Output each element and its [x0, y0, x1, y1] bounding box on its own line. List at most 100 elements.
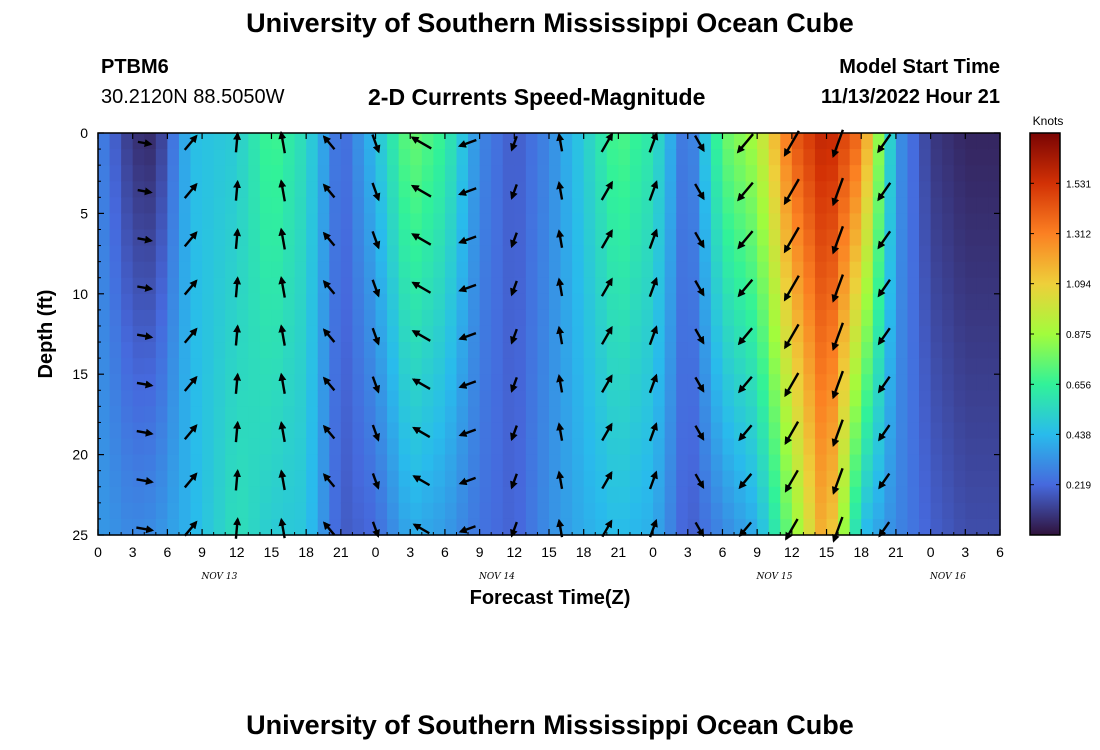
- current-vector: [694, 473, 705, 490]
- heatmap-cell: [479, 133, 492, 150]
- heatmap-cell: [144, 470, 157, 488]
- heatmap-cell: [618, 229, 631, 247]
- heatmap-cell: [202, 390, 215, 407]
- heatmap-cell: [768, 277, 781, 295]
- heatmap-cell: [664, 309, 677, 327]
- heatmap-cell: [664, 422, 677, 440]
- main-title: University of Southern Mississippi Ocean…: [246, 8, 854, 38]
- heatmap-cell: [965, 213, 978, 231]
- heatmap-cell: [907, 358, 920, 375]
- heatmap-cell: [791, 197, 805, 214]
- heatmap-cell: [664, 502, 677, 520]
- heatmap-cell: [375, 390, 388, 407]
- heatmap-cell: [248, 213, 261, 231]
- heatmap-cell: [872, 486, 885, 504]
- heatmap-cell: [537, 229, 550, 247]
- heatmap-cell: [791, 213, 805, 231]
- heatmap-cell: [225, 261, 238, 279]
- x-tick-label: 12: [229, 544, 245, 560]
- heatmap-cell: [525, 358, 539, 375]
- heatmap-cell: [826, 245, 839, 263]
- heatmap-cell: [710, 245, 724, 263]
- heatmap-cell: [387, 213, 400, 231]
- heatmap-cell: [213, 358, 226, 375]
- heatmap-cell: [259, 309, 273, 327]
- heatmap-cell: [178, 293, 192, 311]
- heatmap-cell: [155, 309, 168, 327]
- heatmap-cell: [826, 374, 839, 391]
- current-vector: [737, 230, 754, 250]
- heatmap-cell: [155, 406, 168, 424]
- heatmap-cell: [976, 470, 990, 488]
- heatmap-cell: [895, 133, 909, 150]
- heatmap-cell: [826, 422, 839, 440]
- current-vector: [183, 182, 198, 199]
- heatmap-cell: [861, 229, 874, 247]
- heatmap-cell: [167, 197, 180, 214]
- heatmap-cell: [560, 197, 573, 214]
- heatmap-cell: [259, 470, 273, 488]
- heatmap-cell: [363, 293, 377, 311]
- heatmap-cell: [768, 245, 781, 263]
- heatmap-cell: [514, 261, 527, 279]
- heatmap-cell: [259, 197, 273, 214]
- heatmap-cell: [202, 325, 215, 343]
- heatmap-cell: [387, 149, 400, 166]
- heatmap-cell: [745, 390, 758, 407]
- heatmap-cell: [190, 309, 203, 327]
- heatmap-cell: [734, 197, 747, 214]
- heatmap-cell: [710, 309, 724, 327]
- heatmap-cell: [525, 309, 539, 327]
- heatmap-cell: [757, 165, 770, 182]
- current-vector: [600, 229, 613, 249]
- heatmap-cell: [514, 165, 527, 182]
- heatmap-cell: [433, 470, 446, 488]
- heatmap-cell: [745, 470, 758, 488]
- heatmap-cell: [294, 149, 307, 166]
- heatmap-cell: [294, 390, 307, 407]
- current-vector: [831, 177, 845, 207]
- current-vector: [322, 231, 336, 247]
- heatmap-cell: [387, 406, 400, 424]
- heatmap-cell: [340, 261, 354, 279]
- heatmap-cell: [537, 165, 550, 182]
- heatmap-cell: [907, 422, 920, 440]
- heatmap-cell: [491, 325, 504, 343]
- heatmap-cell: [502, 342, 515, 359]
- heatmap-cell: [641, 502, 654, 520]
- heatmap-cell: [895, 293, 909, 311]
- heatmap-cell: [306, 454, 319, 472]
- current-vector: [694, 425, 705, 441]
- current-vector: [278, 179, 287, 202]
- heatmap-cell: [236, 342, 249, 359]
- heatmap-cell: [953, 486, 966, 504]
- heatmap-cell: [629, 422, 643, 440]
- heatmap-cell: [838, 165, 851, 182]
- current-vector: [233, 420, 242, 443]
- heatmap-cell: [884, 502, 897, 520]
- heatmap-cell: [98, 229, 111, 247]
- heatmap-cell: [479, 502, 492, 520]
- heatmap-cell: [988, 454, 1001, 472]
- heatmap-cell: [664, 406, 677, 424]
- heatmap-cell: [930, 454, 943, 472]
- colorbar-tick-label: 1.531: [1066, 179, 1091, 190]
- heatmap-cell: [734, 293, 747, 311]
- heatmap-cell: [861, 149, 874, 166]
- heatmap-cell: [340, 390, 354, 407]
- current-vector: [411, 330, 431, 342]
- heatmap-cell: [306, 309, 319, 327]
- heatmap-cell: [768, 422, 781, 440]
- heatmap-cell: [988, 261, 1001, 279]
- heatmap-cell: [98, 406, 111, 424]
- heatmap-cell: [919, 245, 932, 263]
- heatmap-cell: [514, 309, 527, 327]
- heatmap-cell: [849, 486, 862, 504]
- heatmap-cell: [884, 213, 897, 231]
- heatmap-cell: [398, 261, 411, 279]
- heatmap-cell: [629, 165, 643, 182]
- heatmap-cell: [687, 342, 700, 359]
- heatmap-cell: [190, 261, 203, 279]
- heatmap-cell: [572, 470, 585, 488]
- heatmap-cell: [398, 486, 411, 504]
